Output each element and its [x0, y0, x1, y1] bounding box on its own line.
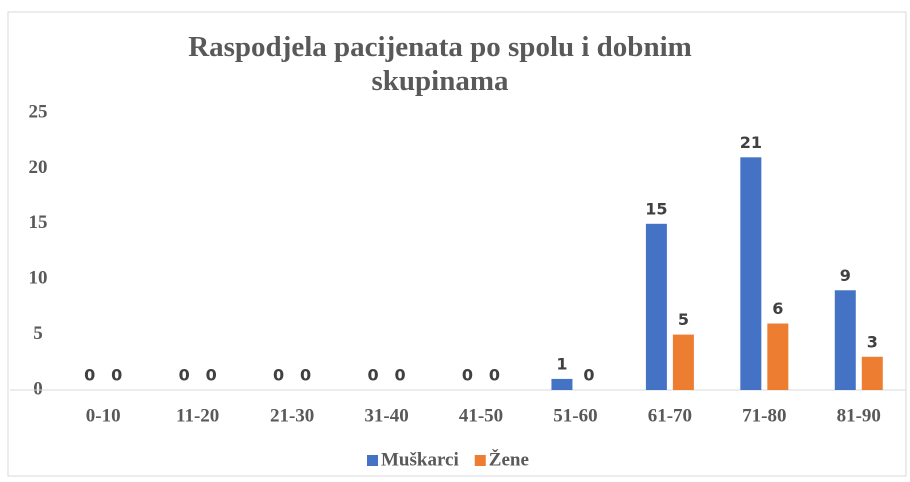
data-label: 0 [300, 366, 311, 385]
chart-title: Raspodjela pacijenata po spolu i dobnim … [188, 31, 692, 97]
data-label: 0 [394, 366, 405, 385]
bar [834, 290, 856, 390]
x-tick-label: 11-20 [176, 405, 219, 426]
x-tick-label: 71-80 [742, 405, 786, 426]
data-label: 0 [273, 366, 284, 385]
x-tick-label: 21-30 [270, 405, 314, 426]
x-tick-label: 41-50 [459, 405, 503, 426]
bar [767, 323, 789, 390]
data-label: 3 [867, 332, 878, 351]
bar [672, 334, 694, 390]
x-tick-label: 81-90 [837, 405, 881, 426]
y-tick-label: 25 [29, 101, 48, 122]
x-tick-label: 31-40 [364, 405, 408, 426]
data-label: 0 [206, 366, 217, 385]
data-label: 9 [840, 266, 851, 285]
legend-swatch [474, 455, 486, 466]
data-label: 0 [462, 366, 473, 385]
data-label: 0 [84, 366, 95, 385]
legend-swatch [367, 455, 378, 466]
y-tick-label: 20 [29, 157, 48, 178]
data-label: 1 [556, 354, 567, 373]
y-tick-label: 10 [29, 268, 48, 289]
legend-label: Žene [489, 448, 529, 470]
legend-label: Muškarci [381, 449, 459, 470]
x-tick-label: 61-70 [648, 405, 692, 426]
data-label: 0 [367, 366, 378, 385]
data-label: 0 [111, 366, 122, 385]
bar [645, 223, 667, 390]
y-tick-label: 0 [33, 378, 43, 399]
x-tick-label: 51-60 [553, 405, 597, 426]
data-label: 0 [179, 366, 190, 385]
bar [551, 378, 573, 390]
bar [861, 356, 883, 390]
bar [740, 157, 762, 390]
y-tick-label: 15 [29, 212, 48, 233]
chart-border [7, 11, 907, 477]
data-label: 5 [678, 310, 689, 329]
data-label: 15 [645, 199, 667, 218]
data-label: 0 [583, 366, 594, 385]
data-label: 0 [489, 366, 500, 385]
data-label: 21 [740, 133, 762, 152]
y-tick-label: 5 [33, 323, 43, 344]
x-tick-label: 0-10 [86, 405, 121, 426]
data-label: 6 [772, 299, 783, 318]
